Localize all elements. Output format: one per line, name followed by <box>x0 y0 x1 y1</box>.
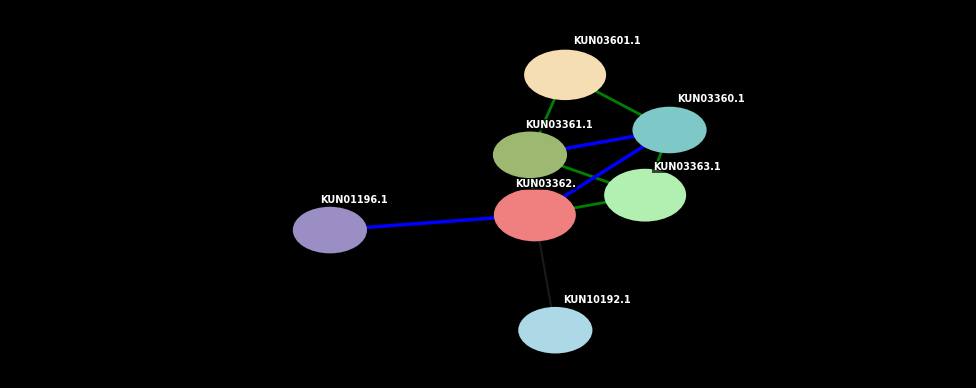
Text: KUN03360.1: KUN03360.1 <box>677 94 745 104</box>
Ellipse shape <box>632 107 707 153</box>
Text: KUN01196.1: KUN01196.1 <box>320 195 387 205</box>
Ellipse shape <box>604 169 686 222</box>
Ellipse shape <box>494 189 576 241</box>
Text: KUN03363.1: KUN03363.1 <box>653 162 720 172</box>
Ellipse shape <box>493 132 567 178</box>
Text: KUN03601.1: KUN03601.1 <box>573 36 640 46</box>
Text: KUN10192.1: KUN10192.1 <box>563 295 630 305</box>
Text: KUN03361.1: KUN03361.1 <box>525 120 592 130</box>
Ellipse shape <box>293 207 367 253</box>
Ellipse shape <box>524 50 606 100</box>
Text: KUN03362.: KUN03362. <box>515 178 576 189</box>
Ellipse shape <box>518 307 592 353</box>
